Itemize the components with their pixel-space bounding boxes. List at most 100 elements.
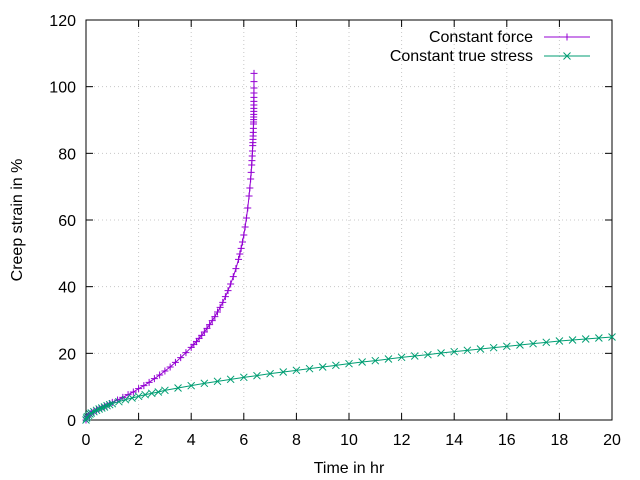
data-point [246, 184, 254, 192]
data-point [97, 404, 106, 412]
y-tick-label: 120 [49, 13, 76, 30]
data-point [245, 192, 253, 200]
data-point [200, 328, 208, 336]
grid [86, 20, 612, 420]
series-0 [82, 69, 258, 424]
data-point [318, 363, 327, 371]
legend-label: Constant force [429, 29, 533, 46]
data-point [216, 303, 224, 311]
data-point [145, 378, 153, 386]
data-point [305, 364, 314, 373]
data-point [121, 395, 130, 404]
data-point [161, 386, 169, 395]
data-point [250, 78, 258, 86]
data-point [232, 265, 240, 273]
y-axis-label: Creep strain in % [9, 159, 26, 282]
data-point [214, 308, 221, 316]
data-point [235, 255, 243, 263]
y-tick-label: 20 [58, 346, 76, 363]
data-point [161, 367, 169, 375]
data-point [141, 390, 150, 399]
data-point [174, 384, 182, 392]
data-point [568, 336, 577, 344]
x-tick-label: 0 [82, 432, 91, 449]
legend-marker [563, 52, 571, 60]
data-point [239, 373, 248, 382]
data-point [224, 287, 232, 295]
data-point [182, 349, 190, 357]
data-point [242, 214, 250, 222]
data-point [516, 341, 524, 349]
x-tick-label: 2 [134, 432, 143, 449]
data-point [135, 385, 143, 393]
axis-ticks: 0 2 4 6 8 10 12 14 16 18 20 0 20 40 60 80 100 120 [49, 13, 621, 449]
data-point [206, 321, 214, 329]
data-point [211, 313, 219, 321]
x-axis-label: Time in hr [314, 460, 385, 477]
data-point [108, 399, 117, 408]
data-point [450, 347, 459, 356]
data-point [476, 345, 485, 353]
data-point [103, 401, 111, 410]
data-point [529, 339, 537, 348]
legend-item: Constant force [429, 29, 590, 46]
x-tick-label: 4 [187, 432, 196, 449]
x-tick-label: 14 [445, 432, 463, 449]
data-point [236, 250, 244, 258]
data-point [115, 397, 123, 406]
data-point [237, 244, 245, 252]
data-point [502, 342, 511, 351]
data-point [241, 223, 249, 231]
data-point [203, 324, 211, 332]
data-point [424, 350, 432, 359]
data-point [331, 361, 340, 370]
data-point [279, 368, 288, 376]
data-point [371, 356, 380, 365]
data-point [187, 381, 196, 390]
data-point [95, 405, 104, 413]
data-point [227, 280, 235, 288]
data-point [266, 369, 274, 378]
data-point [147, 389, 156, 398]
x-tick-label: 20 [603, 432, 621, 449]
data-point [410, 352, 419, 360]
data-point [384, 355, 393, 363]
data-point [292, 366, 301, 375]
data-point [154, 388, 163, 396]
x-tick-label: 10 [340, 432, 358, 449]
data-point [166, 363, 174, 371]
data-point [463, 346, 472, 355]
data-point [129, 388, 137, 396]
data-point [221, 293, 229, 301]
data-point [250, 69, 258, 77]
y-tick-label: 80 [58, 146, 76, 163]
data-point [226, 375, 235, 384]
data-point [238, 238, 246, 246]
data-point [177, 354, 185, 362]
data-point [229, 273, 237, 281]
data-point [128, 394, 136, 402]
data-point [171, 358, 179, 366]
data-point [244, 204, 252, 212]
data-point [247, 168, 255, 176]
series [82, 69, 616, 424]
legend-label: Constant true stress [390, 48, 533, 65]
x-tick-label: 18 [551, 432, 569, 449]
y-tick-label: 40 [58, 280, 76, 297]
data-point [105, 400, 114, 409]
data-point [140, 382, 148, 390]
x-tick-label: 6 [239, 432, 248, 449]
data-point [150, 375, 158, 383]
data-point [608, 333, 616, 341]
y-tick-label: 0 [67, 413, 76, 430]
series-line [85, 336, 613, 421]
data-point [213, 377, 222, 386]
data-point [581, 335, 590, 343]
data-point [247, 175, 255, 183]
data-point [358, 358, 367, 366]
data-point [200, 379, 209, 388]
data-point [253, 371, 261, 380]
x-tick-label: 8 [292, 432, 301, 449]
data-point [208, 317, 216, 325]
